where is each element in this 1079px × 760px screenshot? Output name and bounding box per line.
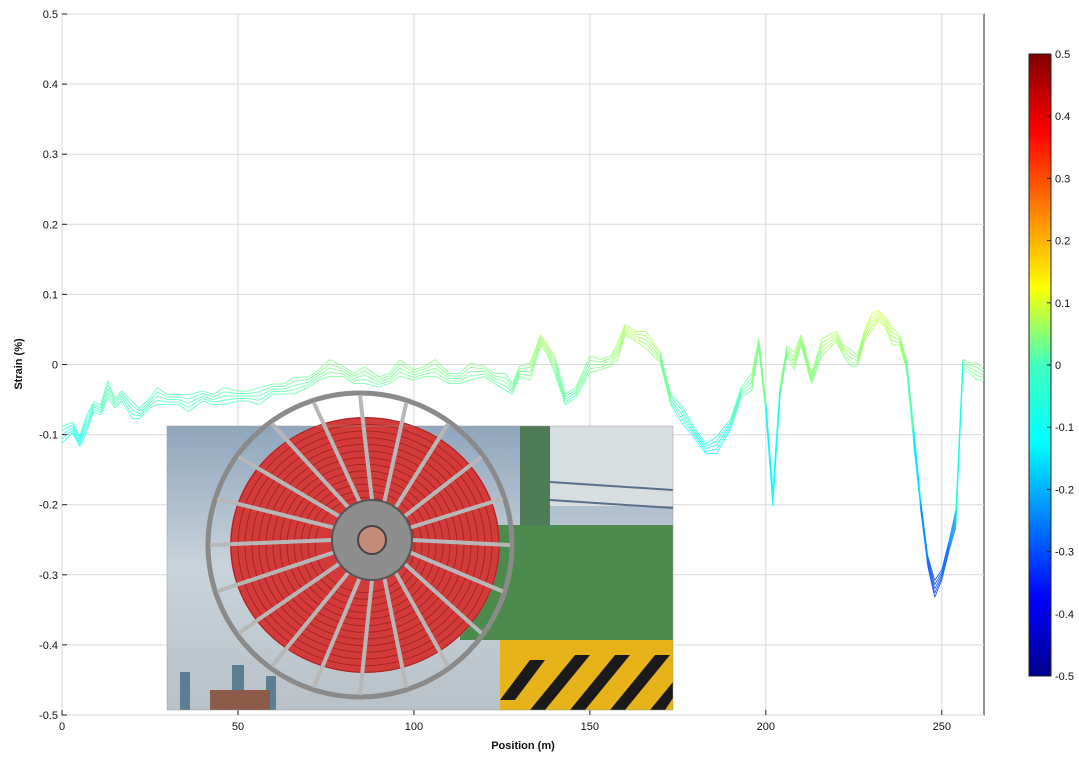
y-tick-label: 0.3 <box>43 149 58 161</box>
x-tick-label: 200 <box>757 721 775 733</box>
cable-reel-photo <box>167 393 673 710</box>
colorbar-tick-label: 0.1 <box>1055 298 1070 310</box>
crane-column <box>520 426 550 526</box>
y-tick-label: 0 <box>52 360 58 372</box>
x-tick-label: 250 <box>933 721 951 733</box>
colorbar-tick-label: -0.2 <box>1055 484 1074 496</box>
y-tick-label: -0.5 <box>39 710 58 722</box>
colorbar-tick-label: -0.3 <box>1055 547 1074 559</box>
y-tick-label: -0.3 <box>39 570 58 582</box>
y-axis-label: Strain (%) <box>13 338 25 390</box>
y-tick-label: -0.4 <box>39 640 58 652</box>
colorbar-tick-label: 0.5 <box>1055 49 1070 61</box>
x-tick-label: 50 <box>232 721 244 733</box>
x-axis-label: Position (m) <box>491 740 555 752</box>
colorbar-tick-label: 0.4 <box>1055 111 1070 123</box>
colorbar-tick-label: -0.5 <box>1055 671 1074 683</box>
y-tick-label: 0.2 <box>43 219 58 231</box>
y-tick-label: 0.5 <box>43 9 58 21</box>
colorbar-tick-label: 0.2 <box>1055 236 1070 248</box>
y-tick-label: 0.1 <box>43 289 58 301</box>
y-tick-label: -0.1 <box>39 430 58 442</box>
colorbar-tick-label: 0.3 <box>1055 173 1070 185</box>
colorbar-tick-label: -0.4 <box>1055 609 1074 621</box>
y-tick-label: 0.4 <box>43 79 58 91</box>
y-tick-label: -0.2 <box>39 500 58 512</box>
colorbar-tick-label: -0.1 <box>1055 422 1074 434</box>
colorbar-tick-label: 0 <box>1055 360 1061 372</box>
colorbar: 0.5 0.4 0.3 0.2 0.1 0 -0.1 -0.2 -0.3 -0.4 -0.5 <box>1029 49 1074 683</box>
x-tick-label: 0 <box>59 721 65 733</box>
x-tick-label: 100 <box>405 721 423 733</box>
x-tick-label: 150 <box>581 721 599 733</box>
